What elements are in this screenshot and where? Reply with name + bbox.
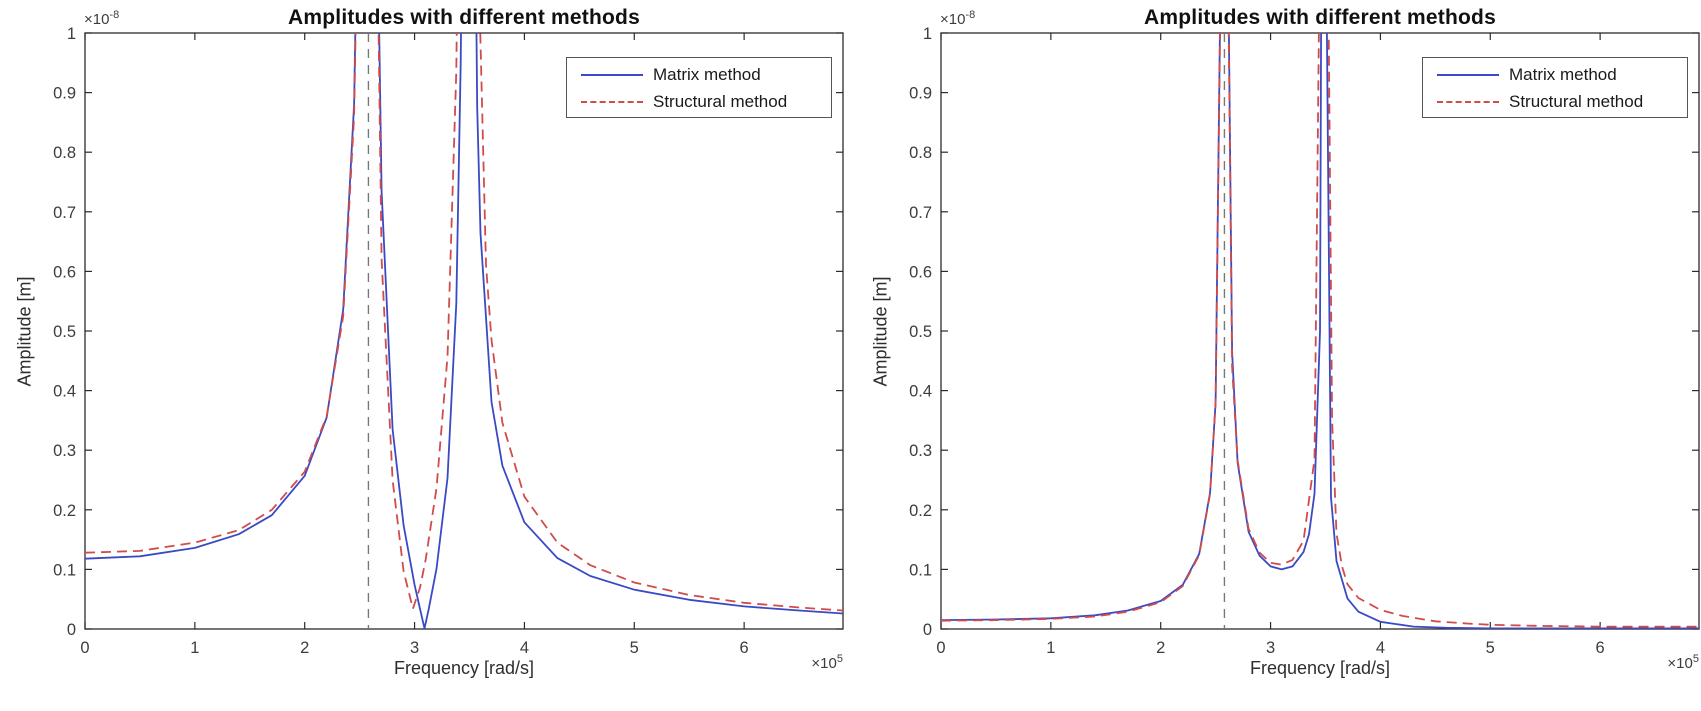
legend-line-dashed-icon [1437,100,1499,103]
legend-line-solid-icon [1437,73,1499,76]
y-tick-label: 1 [67,25,76,43]
axes-box [84,32,844,630]
y-tick-label: 0.2 [53,502,76,520]
series-line-structural [941,33,1699,628]
legend-label: Matrix method [1509,64,1617,84]
legend-line-dashed-icon [581,100,643,103]
y-tick-label: 0.9 [909,85,932,103]
legend-entry-matrix: Matrix method [567,61,831,88]
x-tick-label: 5 [630,639,639,657]
x-axis-scale-label: ×105 [1667,653,1699,672]
y-tick-label: 0.7 [909,204,932,222]
plot-right: 0 1 2 3 4 5 6 0 0.1 0.2 0.3 0.4 0.5 0.6 0.7 0.8 0.9 1 Amp… [856,0,1701,711]
x-tick-label: 2 [1156,639,1165,657]
y-tick-label: 0.5 [909,323,932,341]
x-tick-label: 1 [190,639,199,657]
legend-label: Matrix method [653,64,761,84]
legend-label: Structural method [653,91,788,111]
plot-title: Amplitudes with different methods [1144,6,1496,29]
y-axis-scale-label: ×10-8 [940,9,976,28]
x-tick-label: 3 [1266,639,1275,657]
x-axis-scale-label: ×105 [811,653,843,672]
legend-entry-structural: Structural method [1423,88,1687,115]
x-axis-label: Frequency [rad/s] [1249,658,1391,678]
y-tick-label: 0.2 [909,502,932,520]
y-tick-label: 0.6 [53,263,76,281]
plot-right-canvas: 0 1 2 3 4 5 6 0 0.1 0.2 0.3 0.4 0.5 0.6 0.7 0.8 0.9 1 [909,25,1700,657]
y-tick-label: 1 [923,25,932,43]
x-tick-label: 0 [936,639,945,657]
y-tick-label: 0.8 [53,144,76,162]
y-tick-label: 0.6 [909,263,932,281]
y-tick-label: 0.3 [909,442,932,460]
y-tick-label: 0.1 [909,561,932,579]
legend: Matrix method Structural method [566,57,832,118]
legend-entry-structural: Structural method [567,88,831,115]
legend-label: Structural method [1509,91,1644,111]
x-tick-label: 6 [1596,639,1605,657]
x-tick-label: 6 [740,639,749,657]
y-tick-label: 0.7 [53,204,76,222]
series-line-structural [85,33,843,612]
y-axis-label: Amplitude [m] [14,276,35,387]
legend-line-solid-icon [581,73,643,76]
x-tick-label: 4 [1376,639,1385,657]
x-tick-label: 0 [80,639,89,657]
y-axis-label: Amplitude [m] [870,276,891,387]
y-tick-label: 0.4 [909,383,932,401]
plot-left: 0 1 2 3 4 5 6 0 0.1 0.2 0.3 0.4 0.5 0.6 0.7 0.8 0.9 1 Amp… [0,0,850,711]
x-tick-label: 5 [1486,639,1495,657]
x-tick-label: 4 [520,639,529,657]
x-tick-label: 3 [410,639,419,657]
y-tick-label: 0 [923,621,932,639]
x-tick-label: 1 [1046,639,1055,657]
y-tick-label: 0.9 [53,85,76,103]
y-tick-label: 0.4 [53,383,76,401]
legend: Matrix method Structural method [1422,57,1688,118]
y-tick-label: 0 [67,621,76,639]
legend-entry-matrix: Matrix method [1423,61,1687,88]
x-axis-label: Frequency [rad/s] [393,658,535,678]
y-tick-label: 0.5 [53,323,76,341]
x-tick-label: 2 [300,639,309,657]
plot-left-canvas: 0 1 2 3 4 5 6 0 0.1 0.2 0.3 0.4 0.5 0.6 0.7 0.8 0.9 1 [53,25,844,657]
y-tick-label: 0.3 [53,442,76,460]
y-axis-scale-label: ×10-8 [84,9,120,28]
y-tick-label: 0.8 [909,144,932,162]
y-tick-label: 0.1 [53,561,76,579]
plot-title: Amplitudes with different methods [288,6,640,29]
